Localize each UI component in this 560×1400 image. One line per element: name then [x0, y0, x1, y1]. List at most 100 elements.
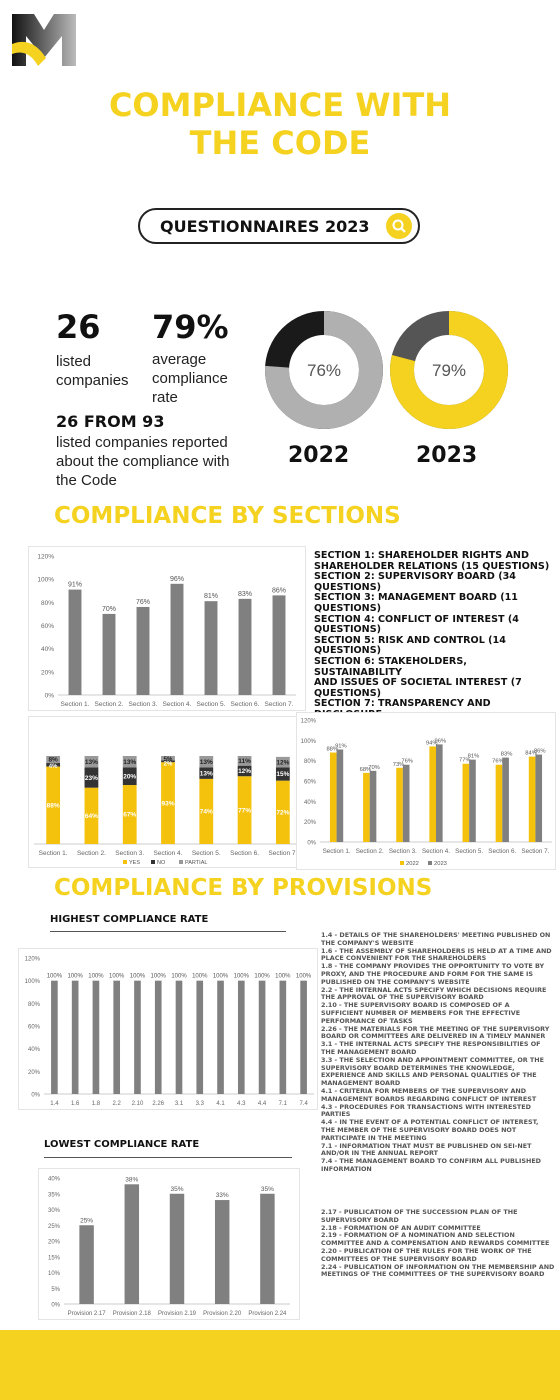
- search-icon[interactable]: [386, 213, 412, 239]
- category-label: Section 1.: [61, 701, 90, 708]
- y-tick-label: 40%: [28, 1047, 41, 1053]
- questionnaires-pill[interactable]: QUESTIONNAIRES 2023: [138, 208, 420, 244]
- bar: [124, 1184, 140, 1304]
- category-label: Section 5.: [197, 701, 226, 708]
- highest-legend-line: THE MANAGEMENT BOARD: [321, 1047, 417, 1056]
- category-label: 1.6: [71, 1101, 80, 1107]
- bar: [154, 980, 162, 1094]
- bar: [51, 980, 58, 1094]
- grouped-bar-label: 81%: [468, 754, 480, 760]
- bar-value-label: 76%: [136, 599, 150, 606]
- y-tick-label: 30%: [48, 1208, 61, 1214]
- companies-count: 26: [56, 308, 101, 346]
- grouped-bar-label: 94%: [426, 740, 438, 746]
- section-legend-line: SECTION 3: MANAGEMENT BOARD (11: [314, 592, 518, 604]
- bar-value-label: 100%: [296, 974, 312, 980]
- stacked-bar-label: 11%: [238, 758, 251, 765]
- bar-value-label: 100%: [254, 974, 270, 980]
- highest-legend-line: SUPERVISORY BOARD DETERMINES THE KNOWLED…: [321, 1063, 515, 1072]
- grouped-bar-2023: [535, 754, 543, 842]
- grouped-bar-label: 83%: [501, 752, 513, 758]
- bar: [170, 583, 184, 695]
- section-legend-line: QUESTIONS): [314, 581, 382, 593]
- bar-value-label: 83%: [238, 591, 252, 598]
- stacked-bar-label: 5%: [164, 757, 173, 763]
- stacked-bar-no: [161, 760, 175, 763]
- highest-legend-line: 7.4 - THE MANAGEMENT BOARD TO CONFIRM AL…: [321, 1157, 541, 1166]
- y-tick-label: 35%: [48, 1192, 61, 1198]
- bar: [71, 980, 79, 1094]
- y-tick-label: 0%: [31, 1093, 40, 1099]
- legend-label: 2022: [406, 861, 419, 867]
- category-label: Section 7.: [268, 850, 297, 857]
- bar-value-label: 100%: [171, 974, 187, 980]
- grouped-bar-2023: [336, 749, 344, 842]
- highest-legend-line: THE COMPANY'S WEBSITE: [321, 938, 414, 947]
- grouped-bar-label: 96%: [435, 738, 447, 744]
- stacked-bar-label: 13%: [200, 759, 213, 766]
- lowest-compliance-chart: 0% 5% 10% 15% 20% 25% 30% 35% 40% 25% Provision 2.…: [38, 1168, 300, 1320]
- grouped-bar-2023: [369, 770, 377, 842]
- category-label: Section 6.: [488, 848, 516, 855]
- stacked-bar-label: 13%: [200, 770, 213, 777]
- highest-legend-line: THE APPROVAL OF THE SUPERVISORY BOARD: [321, 993, 484, 1002]
- highest-legend-line: 4.3 - PROCEDURES FOR TRANSACTIONS WITH I…: [321, 1102, 531, 1111]
- reported-count: 26 FROM 93: [56, 412, 165, 431]
- section-legend-line: QUESTIONS): [314, 602, 382, 614]
- category-label: Section 4.: [422, 848, 450, 855]
- stacked-bar-yes: [199, 778, 214, 844]
- bar-value-label: 86%: [272, 587, 286, 594]
- highest-legend-line: EXPERIENCE AND SKILLS AND PERSONAL QUALI…: [321, 1071, 537, 1080]
- y-tick-label: 5%: [51, 1287, 60, 1293]
- grouped-bar-label: 70%: [368, 765, 380, 771]
- stacked-bar-yes: [122, 785, 137, 844]
- donut-2023-fill: [390, 311, 508, 429]
- category-label: Section 6.: [230, 850, 259, 857]
- grouped-bar-label: 76%: [401, 759, 413, 765]
- bar-value-label: 38%: [125, 1176, 138, 1183]
- grouped-bar-2022: [462, 763, 470, 842]
- section-legend-line: SECTION 4: CONFLICT OF INTEREST (4: [314, 613, 519, 625]
- bar: [258, 980, 266, 1094]
- category-label: 1.4: [50, 1101, 59, 1107]
- category-label: 3.1: [175, 1101, 184, 1107]
- category-label: 3.3: [196, 1101, 205, 1107]
- bar: [279, 980, 287, 1094]
- section-legend-line: SECTION 2: SUPERVISORY BOARD (34: [314, 571, 516, 583]
- grouped-bar-2022: [429, 746, 436, 842]
- bar-value-label: 100%: [67, 974, 83, 980]
- highest-legend-line: PARTIES: [321, 1110, 351, 1119]
- bar: [113, 980, 121, 1094]
- category-label: 4.1: [216, 1101, 225, 1107]
- highest-legend-line: THE MEMBER OF THE SUPERVISORY BOARD DOES…: [321, 1125, 517, 1134]
- section-legend-line: SECTION 6: STAKEHOLDERS, SUSTAINABILITY: [314, 655, 467, 678]
- highest-legend-line: 4.1 - CRITERIA FOR MEMBERS OF THE SUPERV…: [321, 1086, 527, 1095]
- category-label: Section 7.: [521, 848, 549, 855]
- category-label: 7.4: [299, 1101, 308, 1107]
- grouped-bar-label: 68%: [360, 767, 372, 773]
- category-label: Section 5.: [455, 848, 483, 855]
- lowest-divider: [44, 1157, 292, 1158]
- bar-value-label: 35%: [261, 1186, 274, 1193]
- legend-swatch: [179, 860, 183, 864]
- legend-swatch: [428, 861, 432, 865]
- bar-value-label: 100%: [151, 974, 167, 980]
- stacked-bar-label: 12%: [276, 759, 289, 766]
- category-label: Section 2.: [95, 701, 124, 708]
- category-label: 2.10: [132, 1101, 144, 1107]
- grouped-bar-2023: [436, 744, 443, 842]
- category-label: Section 6.: [231, 701, 260, 708]
- lowest-legend-line: 2.20 - PUBLICATION OF THE RULES FOR THE …: [321, 1246, 532, 1255]
- category-label: Provision 2.18: [113, 1311, 152, 1317]
- y-tick-label: 100%: [25, 979, 41, 985]
- sections-yes-no-partial-chart: 88% 4%8% Section 1. 64% 23% 13% Section 2. 67% 2…: [28, 716, 308, 868]
- stacked-bar-label: 93%: [161, 800, 174, 807]
- y-tick-label: 10%: [48, 1271, 61, 1277]
- highest-legend-line: PROXY, AND THE PROCEDURE AND FORM FOR TH…: [321, 969, 534, 978]
- bar: [175, 980, 183, 1094]
- legend-label: PARTIAL: [185, 860, 207, 866]
- bar-value-label: 96%: [170, 576, 184, 583]
- stacked-bar-label: 77%: [238, 807, 251, 814]
- page-title: COMPLIANCE WITH THE CODE: [108, 86, 452, 162]
- highest-legend-line: 7.1 - INFORMATION THAT MUST BE PUBLISHED…: [321, 1141, 532, 1150]
